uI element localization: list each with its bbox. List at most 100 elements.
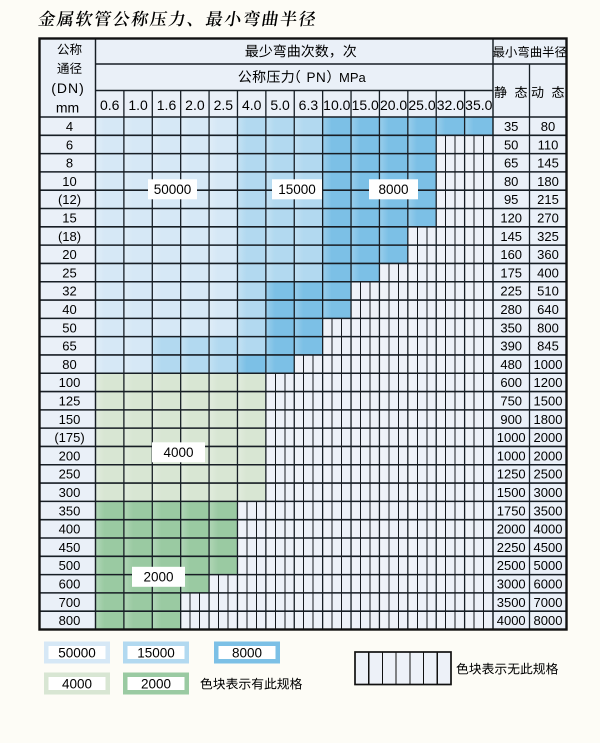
svg-text:4500: 4500 (534, 540, 563, 555)
svg-text:145: 145 (537, 156, 559, 171)
svg-text:2000: 2000 (534, 448, 563, 463)
svg-text:8000: 8000 (534, 613, 563, 628)
svg-text:80: 80 (541, 119, 555, 134)
svg-text:6000: 6000 (534, 577, 563, 592)
svg-text:6: 6 (66, 137, 73, 152)
svg-text:(DN): (DN) (51, 80, 85, 96)
svg-text:180: 180 (537, 174, 559, 189)
svg-text:15000: 15000 (137, 646, 175, 661)
svg-text:20.0: 20.0 (380, 97, 407, 113)
svg-text:845: 845 (537, 339, 559, 354)
svg-text:700: 700 (59, 595, 81, 610)
svg-text:400: 400 (59, 522, 81, 537)
svg-text:325: 325 (537, 229, 559, 244)
svg-text:3500: 3500 (534, 503, 563, 518)
svg-text:900: 900 (500, 412, 522, 427)
svg-text:750: 750 (500, 394, 522, 409)
svg-text:65: 65 (62, 339, 76, 354)
svg-text:20: 20 (62, 247, 76, 262)
svg-text:350: 350 (500, 320, 522, 335)
svg-text:2500: 2500 (497, 558, 526, 573)
svg-text:300: 300 (59, 485, 81, 500)
svg-text:7000: 7000 (534, 595, 563, 610)
svg-text:110: 110 (538, 137, 559, 152)
svg-text:450: 450 (59, 540, 81, 555)
svg-text:10: 10 (62, 174, 76, 189)
svg-text:160: 160 (500, 247, 522, 262)
svg-text:350: 350 (59, 503, 81, 518)
svg-text:4000: 4000 (62, 677, 92, 692)
svg-text:800: 800 (537, 320, 559, 335)
svg-text:(18): (18) (58, 229, 81, 244)
svg-text:1000: 1000 (497, 430, 526, 445)
svg-text:120: 120 (500, 211, 522, 226)
svg-text:2000: 2000 (534, 430, 563, 445)
svg-text:4000: 4000 (163, 445, 193, 460)
svg-text:480: 480 (500, 357, 522, 372)
svg-text:mm: mm (56, 100, 79, 116)
svg-text:640: 640 (537, 302, 559, 317)
svg-text:3000: 3000 (534, 485, 563, 500)
svg-text:95: 95 (504, 192, 518, 207)
svg-text:5.0: 5.0 (270, 97, 290, 113)
svg-text:35: 35 (504, 119, 518, 134)
svg-text:PN: PN (307, 70, 327, 85)
svg-text:2250: 2250 (497, 540, 526, 555)
svg-text:2000: 2000 (143, 570, 173, 585)
svg-text:400: 400 (537, 265, 559, 280)
svg-text:4000: 4000 (534, 522, 563, 537)
svg-text:10.0: 10.0 (323, 97, 350, 113)
svg-text:15: 15 (62, 211, 76, 226)
svg-text:25.0: 25.0 (408, 97, 435, 113)
svg-text:5000: 5000 (534, 558, 563, 573)
svg-text:4000: 4000 (497, 613, 526, 628)
svg-text:(12): (12) (58, 192, 81, 207)
svg-text:100: 100 (59, 375, 81, 390)
svg-text:175: 175 (500, 265, 522, 280)
svg-text:0.6: 0.6 (100, 97, 120, 113)
svg-text:215: 215 (537, 192, 559, 207)
svg-text:200: 200 (59, 448, 81, 463)
svg-text:600: 600 (500, 375, 522, 390)
svg-text:50000: 50000 (154, 182, 192, 197)
svg-text:2000: 2000 (497, 522, 526, 537)
svg-text:510: 510 (537, 284, 559, 299)
svg-text:3000: 3000 (497, 577, 526, 592)
svg-text:MPa: MPa (339, 70, 367, 85)
svg-text:4: 4 (66, 119, 73, 134)
svg-text:2500: 2500 (534, 467, 563, 482)
svg-text:1.6: 1.6 (157, 97, 177, 113)
svg-text:1750: 1750 (497, 503, 526, 518)
svg-text:600: 600 (59, 577, 81, 592)
svg-text:15000: 15000 (278, 182, 316, 197)
svg-text:8000: 8000 (232, 646, 262, 661)
svg-text:50000: 50000 (58, 646, 96, 661)
svg-text:125: 125 (59, 394, 81, 409)
svg-text:150: 150 (59, 412, 81, 427)
svg-text:25: 25 (62, 265, 76, 280)
svg-text:225: 225 (500, 284, 522, 299)
svg-text:3500: 3500 (497, 595, 526, 610)
svg-text:80: 80 (504, 174, 518, 189)
svg-text:40: 40 (62, 302, 76, 317)
svg-text:1500: 1500 (534, 394, 563, 409)
svg-text:32: 32 (62, 284, 76, 299)
svg-text:8000: 8000 (378, 182, 408, 197)
svg-text:2.5: 2.5 (214, 97, 234, 113)
svg-text:35.0: 35.0 (465, 97, 492, 113)
svg-text:250: 250 (59, 467, 81, 482)
svg-text:145: 145 (500, 229, 522, 244)
svg-text:6.3: 6.3 (299, 97, 319, 113)
svg-text:390: 390 (500, 339, 522, 354)
svg-text:65: 65 (504, 156, 518, 171)
svg-text:50: 50 (62, 320, 76, 335)
svg-text:1.0: 1.0 (128, 97, 148, 113)
svg-text:8: 8 (66, 156, 73, 171)
svg-text:50: 50 (504, 137, 518, 152)
svg-text:800: 800 (59, 613, 81, 628)
svg-text:32.0: 32.0 (437, 97, 464, 113)
svg-text:270: 270 (537, 211, 559, 226)
svg-text:360: 360 (537, 247, 559, 262)
svg-text:80: 80 (62, 357, 76, 372)
svg-text:1800: 1800 (534, 412, 563, 427)
